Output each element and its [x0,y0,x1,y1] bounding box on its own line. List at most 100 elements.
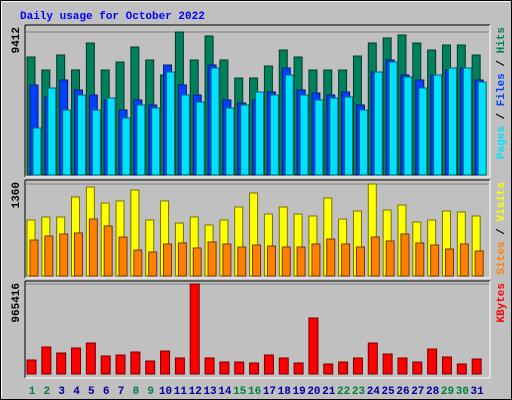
x-tick-label: 12 [189,386,202,398]
bar [296,246,306,277]
bar [255,91,265,176]
bar [189,283,200,375]
x-tick-label: 16 [248,386,261,398]
x-tick-label: 28 [426,386,440,398]
bar [192,247,202,277]
bar [382,353,393,375]
y-tick-label: 965416 [11,283,23,323]
bar [403,76,413,176]
bar [252,244,262,277]
bar [44,235,54,277]
bar [115,354,126,375]
x-tick-label: 2 [44,386,51,398]
chart-title: Daily usage for October 2022 [20,11,205,23]
bar [308,317,319,375]
bar [427,348,438,375]
bar [477,81,487,176]
x-tick-label: 4 [73,386,80,398]
bar [166,71,176,176]
x-tick-label: 5 [88,386,95,398]
bar [263,354,274,375]
bar [26,359,37,375]
x-tick-label: 13 [203,386,217,398]
legend-entry: Pages [496,126,508,159]
bar [284,74,294,176]
bar [121,117,131,176]
bar [88,218,98,277]
bar [195,101,205,176]
legend-separator: / [496,106,508,126]
y-tick-label: 1360 [11,182,23,208]
x-tick-label: 10 [159,386,172,398]
legend: Sites / Visits [496,182,508,274]
x-tick-label: 3 [58,386,65,398]
bar [323,363,334,375]
bar [204,357,215,375]
bar [210,67,220,176]
legend-separator: / [496,222,508,242]
bar [447,67,457,176]
bar [240,104,250,176]
x-tick-label: 24 [367,386,381,398]
bar [100,355,111,375]
bar [56,352,67,375]
x-tick-label: 7 [118,386,125,398]
x-tick-label: 23 [352,386,366,398]
bar [281,246,291,277]
bar [237,246,247,277]
bar [373,71,383,176]
bar [225,107,235,176]
bar [358,109,368,176]
bar [85,342,96,375]
bar [174,357,185,375]
bar [415,242,425,277]
bar [219,361,230,375]
bar [397,357,408,375]
bar [59,233,69,277]
legend-entry: KBytes [496,283,508,323]
bar [118,236,128,277]
y-tick-label: 9412 [11,27,23,53]
x-tick-label: 21 [322,386,336,398]
bar [329,97,339,176]
bar [400,233,410,277]
x-tick-label: 15 [233,386,247,398]
bar [71,347,82,375]
legend: KBytes [496,283,508,323]
bar [326,238,336,277]
bar [266,245,276,277]
bar [352,357,363,375]
x-tick-label: 18 [278,386,292,398]
x-tick-label: 11 [174,386,188,398]
x-tick-label: 22 [337,386,350,398]
bar [234,361,245,375]
bar [32,127,42,176]
x-tick-label: 17 [263,386,276,398]
bar [459,243,469,277]
bar [314,99,324,176]
bar [41,346,52,375]
bar [133,249,143,277]
bar [293,362,304,375]
bar [269,94,279,176]
bar [130,351,141,375]
bar [103,225,113,277]
legend-entry: Files [496,73,508,106]
bar [77,94,87,176]
bar [474,250,484,277]
x-tick-label: 6 [103,386,110,398]
bar [145,360,156,375]
bar [367,342,378,375]
x-tick-label: 19 [292,386,305,398]
x-tick-label: 31 [471,386,485,398]
x-tick-label: 8 [133,386,140,398]
bar [344,96,354,176]
bar [151,107,161,176]
legend-separator: / [496,53,508,73]
x-tick-label: 29 [441,386,454,398]
x-tick-label: 1 [29,386,36,398]
bar [62,109,72,176]
bar [177,242,187,277]
x-tick-label: 26 [396,386,409,398]
